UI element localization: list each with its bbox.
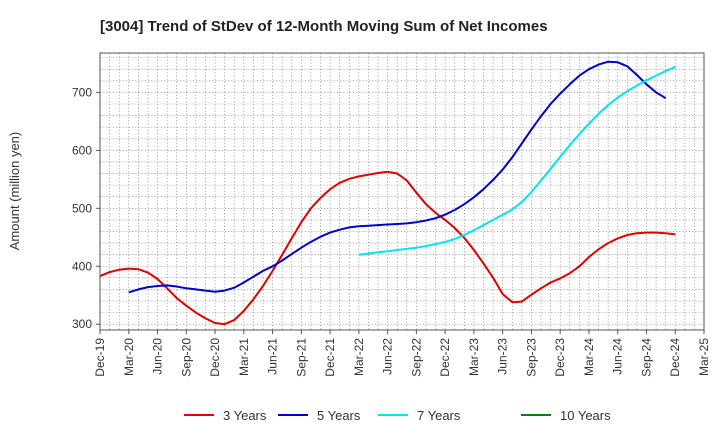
y-tick-label: 600	[72, 143, 92, 157]
x-tick-label: Sep-24	[639, 338, 653, 377]
y-tick-label: 700	[72, 85, 92, 99]
y-axis-label: Amount (million yen)	[7, 132, 22, 251]
x-tick-label: Dec-21	[323, 338, 337, 377]
x-tick-label: Jun-20	[151, 338, 165, 375]
series-layer	[99, 60, 676, 326]
x-tick-label: Sep-20	[179, 338, 193, 377]
x-tick-label: Mar-24	[582, 338, 596, 376]
x-tick-label: Dec-24	[668, 338, 682, 377]
x-tick-label: Jun-23	[496, 338, 510, 375]
x-tick-label: Dec-22	[438, 338, 452, 377]
series-line-5-years	[128, 60, 667, 294]
y-tick-label: 500	[72, 201, 92, 215]
legend-label: 10 Years	[560, 408, 611, 423]
series-line-7-years	[358, 65, 676, 256]
x-tick-label: Sep-21	[294, 338, 308, 377]
chart-title: [3004] Trend of StDev of 12-Month Moving…	[100, 18, 548, 35]
legend-label: 7 Years	[417, 408, 461, 423]
legend: 3 Years 5 Years 7 Years 10 Years	[184, 408, 611, 423]
y-tick-label: 400	[72, 259, 92, 273]
x-axis-ticks: Dec-19 Mar-20 Jun-20 Sep-20 Dec-20 Mar-21 Jun-…	[93, 330, 711, 377]
x-tick-label: Mar-23	[467, 338, 481, 376]
x-tick-label: Jun-24	[611, 338, 625, 375]
x-tick-label: Sep-23	[524, 338, 538, 377]
grid	[99, 53, 705, 330]
y-axis-ticks: 300 400 500 600 700	[72, 85, 100, 331]
plot-frame	[99, 52, 705, 331]
legend-label: 5 Years	[317, 408, 361, 423]
x-tick-label: Mar-25	[697, 338, 711, 376]
plot-area	[100, 53, 704, 330]
x-tick-label: Dec-20	[208, 338, 222, 377]
legend-label: 3 Years	[223, 408, 267, 423]
series-line-3-years	[99, 170, 676, 326]
x-tick-label: Mar-22	[352, 338, 366, 376]
x-tick-label: Mar-21	[237, 338, 251, 376]
y-tick-label: 300	[72, 317, 92, 331]
x-tick-label: Jun-21	[266, 338, 280, 375]
x-tick-label: Dec-19	[93, 338, 107, 377]
x-tick-label: Dec-23	[553, 338, 567, 377]
x-tick-label: Mar-20	[122, 338, 136, 376]
x-tick-label: Sep-22	[409, 338, 423, 377]
x-tick-label: Jun-22	[381, 338, 395, 375]
